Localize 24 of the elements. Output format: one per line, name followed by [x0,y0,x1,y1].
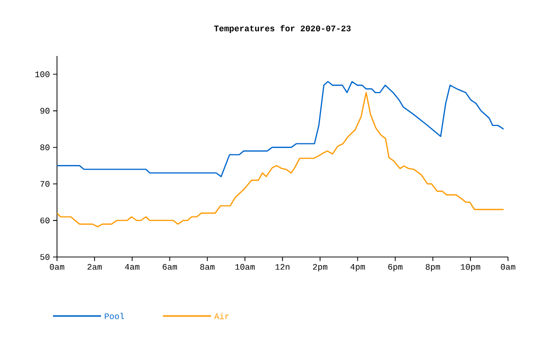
x-tick-label: 12n [275,264,290,270]
x-tick-label: 6am [162,264,177,270]
x-tick-label: 10am [235,264,255,270]
x-tick-label: 8am [200,264,215,270]
x-tick-label: 8pm [426,264,440,272]
x-tick-label: 10pm [460,264,480,272]
x-tick-label: 2am [88,264,102,270]
x-tick-label: 6pm [388,264,402,272]
chart-title: Temperatures for 2020-07-23 [214,24,351,33]
y-tick-label: 80 [40,144,50,150]
x-tick-label: 0am [500,264,516,270]
y-tick-label: 60 [40,218,50,224]
y-tick-label: 100 [35,71,50,78]
text: Pool [104,312,124,320]
text: Air [214,312,229,320]
x-tick-label: 0am [50,264,64,270]
y-tick-label: 70 [40,181,50,187]
x-tick-label: 4pm [350,264,365,272]
line-series [57,80,504,178]
line-series [57,92,504,228]
y-tick-label: 90 [40,108,50,114]
x-tick-label: 4am [124,264,140,270]
y-tick-label: 50 [40,254,50,260]
x-tick-label: 2pm [313,264,328,272]
